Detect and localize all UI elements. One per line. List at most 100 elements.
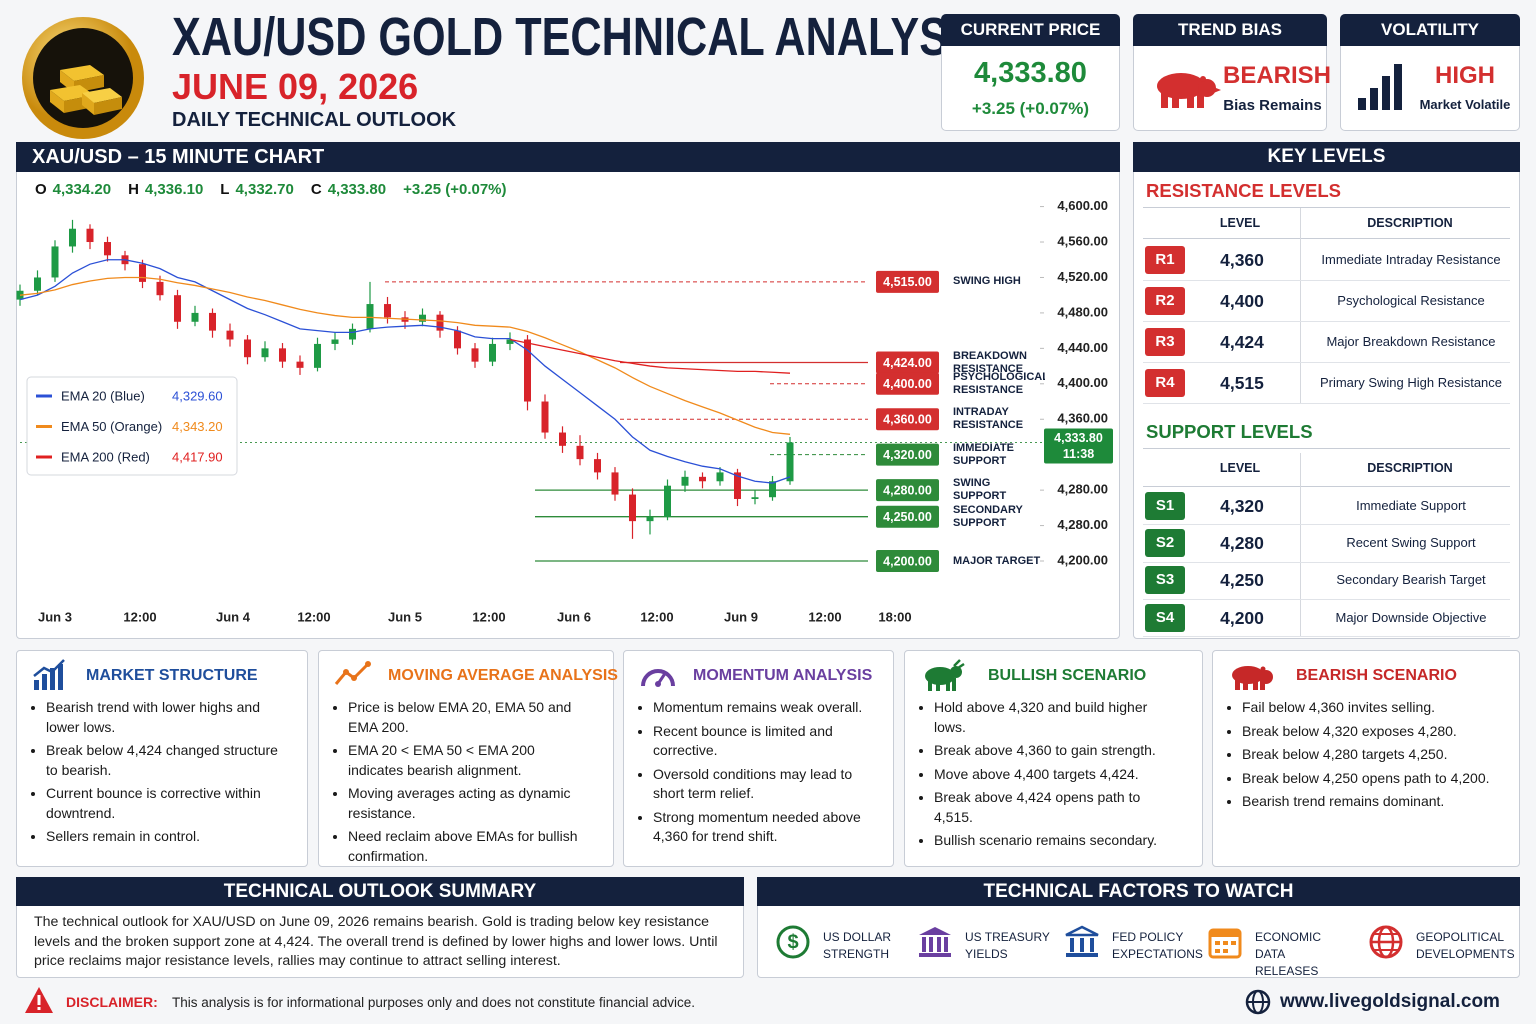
candle-body bbox=[244, 339, 251, 358]
col-rule bbox=[1300, 208, 1301, 403]
level-tag: R4 bbox=[1145, 368, 1185, 397]
level-name: SECONDARY SUPPORT bbox=[953, 503, 1023, 529]
rule bbox=[1143, 280, 1510, 281]
level-description: Major Downside Objective bbox=[1335, 609, 1487, 625]
analysis-panel bbox=[623, 650, 894, 867]
card-value: BEARISH bbox=[1223, 62, 1332, 89]
panel-icon bbox=[641, 669, 675, 687]
card-title: VOLATILITY bbox=[1340, 14, 1520, 46]
rule bbox=[1143, 321, 1510, 322]
level-description: Recent Swing Support bbox=[1346, 534, 1476, 550]
factor-icon bbox=[1369, 925, 1403, 959]
level-name-box: SWING SUPPORT bbox=[953, 477, 1007, 503]
key-levels-title: KEY LEVELS bbox=[1133, 142, 1520, 172]
candle-body bbox=[576, 445, 584, 460]
chart: 4,600.00 4,560.00 4,520.00 4,480.00 4,440.00… bbox=[16, 198, 1113, 624]
bullet-list: Bearish trend with lower highs and lower… bbox=[28, 698, 282, 851]
card-value: 4,333.80 bbox=[974, 57, 1087, 89]
level-badge bbox=[876, 443, 939, 466]
rule bbox=[1143, 598, 1510, 600]
bullet: Strong momentum needed above 4,360 for t… bbox=[653, 808, 868, 847]
factor-label: US DOLLAR STRENGTH bbox=[823, 930, 892, 961]
rule bbox=[1143, 486, 1510, 487]
legend-box bbox=[26, 376, 238, 476]
bullet-list: Momentum remains weak overall. Recent bou… bbox=[635, 698, 868, 851]
bullet: Bullish scenario remains secondary. bbox=[934, 831, 1177, 851]
subtitle: DAILY TECHNICAL OUTLOOK bbox=[172, 109, 457, 131]
level-description: Immediate Support bbox=[1356, 497, 1466, 513]
level-value: 4,200 bbox=[1220, 607, 1264, 628]
rule bbox=[1143, 207, 1510, 208]
summary-text: The technical outlook for XAU/USD on Jun… bbox=[34, 914, 718, 969]
bullet: Current bounce is corrective within down… bbox=[46, 784, 282, 823]
candle-body bbox=[751, 497, 759, 499]
level-label: 4,200.00 bbox=[883, 554, 932, 568]
bullet: Bearish trend remains dominant. bbox=[1242, 792, 1494, 812]
candle-body bbox=[366, 304, 374, 329]
level-description: Major Breakdown Resistance bbox=[1326, 333, 1496, 349]
bullet: Need reclaim above EMAs for bullish conf… bbox=[348, 827, 588, 866]
level-badge bbox=[876, 351, 939, 374]
level-name: INTRADAY RESISTANCE bbox=[953, 406, 1024, 432]
candle-body bbox=[261, 348, 269, 358]
rule bbox=[1143, 636, 1510, 638]
legend-value: 4,417.90 bbox=[172, 449, 223, 464]
level-name: SWING HIGH bbox=[953, 275, 1021, 288]
factor-icon: $ bbox=[776, 925, 810, 959]
candle-body bbox=[349, 328, 356, 340]
factor-label: US TREASURY YIELDS bbox=[965, 930, 1050, 961]
candle-body bbox=[174, 295, 181, 322]
y-tick-label: 4,280.00 bbox=[1057, 517, 1108, 532]
x-tick-label: 12:00 bbox=[123, 609, 156, 624]
bullet: EMA 20 < EMA 50 < EMA 200 indicates bear… bbox=[348, 741, 588, 780]
candle-body bbox=[86, 228, 94, 243]
y-tick-label: 4,200.00 bbox=[1057, 552, 1108, 567]
current-price-box bbox=[1044, 428, 1113, 464]
rule bbox=[1143, 524, 1510, 526]
rule bbox=[1143, 448, 1510, 449]
date: JUNE 09, 2026 bbox=[172, 66, 419, 107]
candle-body bbox=[384, 304, 391, 318]
level-name: SWING SUPPORT bbox=[953, 477, 1007, 503]
legend-name: EMA 20 (Blue) bbox=[61, 388, 145, 403]
level-name-box: SWING HIGH bbox=[953, 275, 1021, 288]
quote-value: 4,334.20 bbox=[52, 181, 112, 198]
chart-title: XAU/USD – 15 MINUTE CHART bbox=[16, 142, 1120, 172]
bullet: Break below 4,250 opens path to 4,200. bbox=[1242, 769, 1494, 789]
level-value: 4,400 bbox=[1220, 290, 1264, 311]
factor-icon bbox=[1208, 928, 1242, 959]
factor-icon bbox=[1065, 925, 1099, 957]
bullet: Break above 4,424 opens path to 4,515. bbox=[934, 788, 1177, 827]
rule bbox=[1143, 403, 1510, 404]
level-badge bbox=[876, 550, 939, 573]
x-tick-label: Jun 9 bbox=[724, 609, 758, 624]
rule bbox=[1143, 362, 1510, 363]
candle-body bbox=[699, 476, 706, 482]
bear-icon bbox=[1157, 73, 1221, 108]
candle-body bbox=[331, 339, 339, 344]
candle-body bbox=[436, 314, 444, 331]
globe-icon bbox=[1245, 989, 1271, 1015]
bullet: Moving averages acting as dynamic resist… bbox=[348, 784, 588, 823]
ema-line bbox=[509, 338, 791, 374]
svg-text:$: $ bbox=[787, 931, 798, 953]
card-sub: Bias Remains bbox=[1223, 97, 1322, 114]
x-tick-label: 12:00 bbox=[472, 609, 505, 624]
level-label: 4,320.00 bbox=[883, 448, 932, 462]
key-levels-panel bbox=[1133, 142, 1520, 639]
website: www.livegoldsignal.com bbox=[1280, 991, 1500, 1012]
level-name: BREAKDOWN RESISTANCE bbox=[953, 349, 1027, 375]
x-tick-label: Jun 4 bbox=[216, 609, 251, 624]
table-header: LEVEL bbox=[1219, 461, 1261, 475]
card-title: TREND BIAS bbox=[1133, 14, 1327, 46]
level-badge bbox=[876, 505, 939, 528]
bullet: Fail below 4,360 invites selling. bbox=[1242, 698, 1494, 718]
quote-label: L bbox=[220, 181, 230, 198]
level-badge bbox=[876, 372, 939, 395]
bullet: Momentum remains weak overall. bbox=[653, 698, 868, 718]
bullet: Break below 4,280 targets 4,250. bbox=[1242, 745, 1494, 765]
bullet: Price is below EMA 20, EMA 50 and EMA 20… bbox=[348, 698, 588, 737]
level-tag: R3 bbox=[1145, 327, 1185, 356]
panel-icon bbox=[925, 659, 965, 691]
candle-body bbox=[69, 228, 76, 247]
